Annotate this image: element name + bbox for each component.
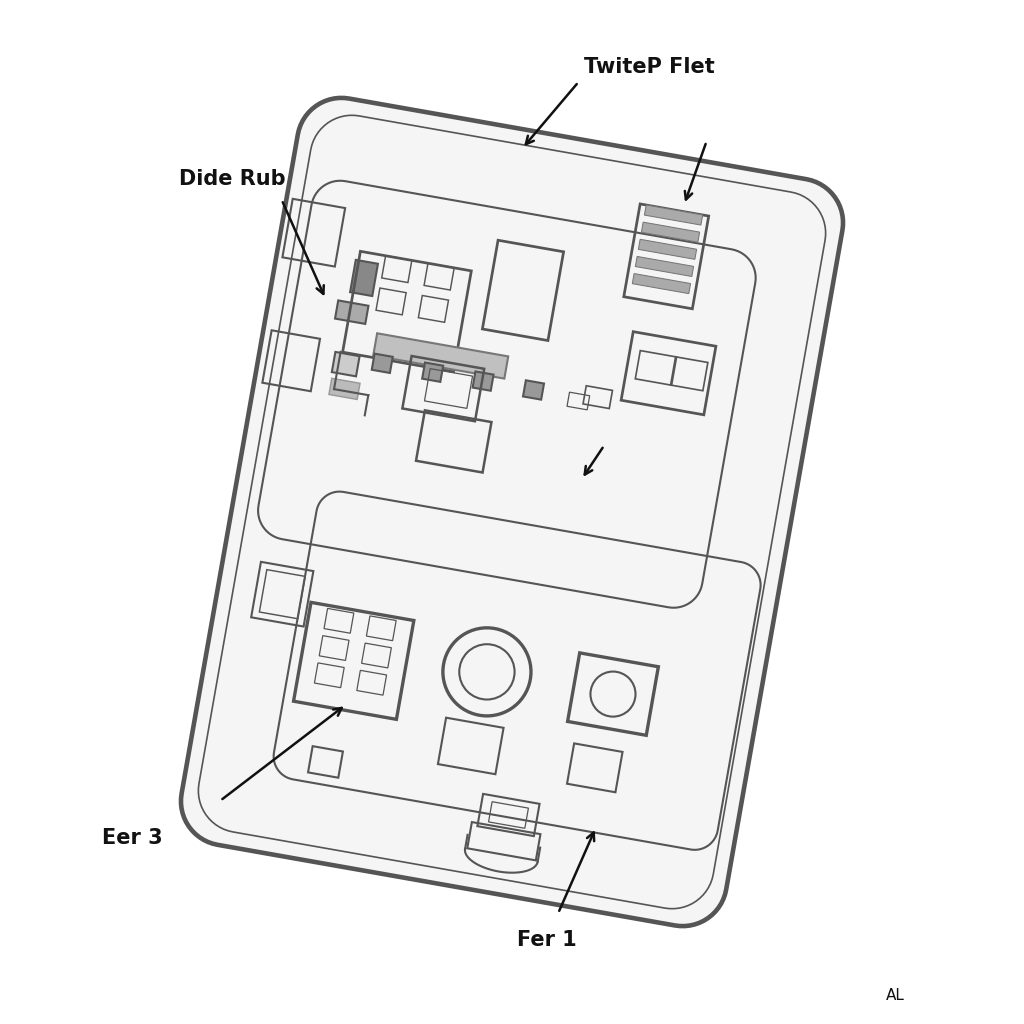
Text: Dide Rub: Dide Rub [179, 169, 286, 189]
Polygon shape [373, 333, 508, 379]
Polygon shape [350, 260, 378, 296]
Text: AL: AL [886, 988, 904, 1002]
Polygon shape [473, 372, 494, 391]
Polygon shape [641, 222, 699, 243]
Polygon shape [422, 362, 443, 382]
Text: TwiteP Flet: TwiteP Flet [584, 56, 715, 77]
Polygon shape [335, 300, 369, 324]
Polygon shape [181, 98, 843, 926]
Polygon shape [523, 380, 544, 399]
Text: Fer 1: Fer 1 [517, 930, 577, 950]
Polygon shape [644, 205, 702, 225]
Polygon shape [372, 353, 393, 373]
Polygon shape [633, 273, 690, 294]
Polygon shape [329, 378, 360, 399]
Polygon shape [638, 240, 696, 259]
Text: Eer 3: Eer 3 [102, 827, 163, 848]
Polygon shape [635, 256, 693, 276]
Polygon shape [332, 352, 359, 377]
